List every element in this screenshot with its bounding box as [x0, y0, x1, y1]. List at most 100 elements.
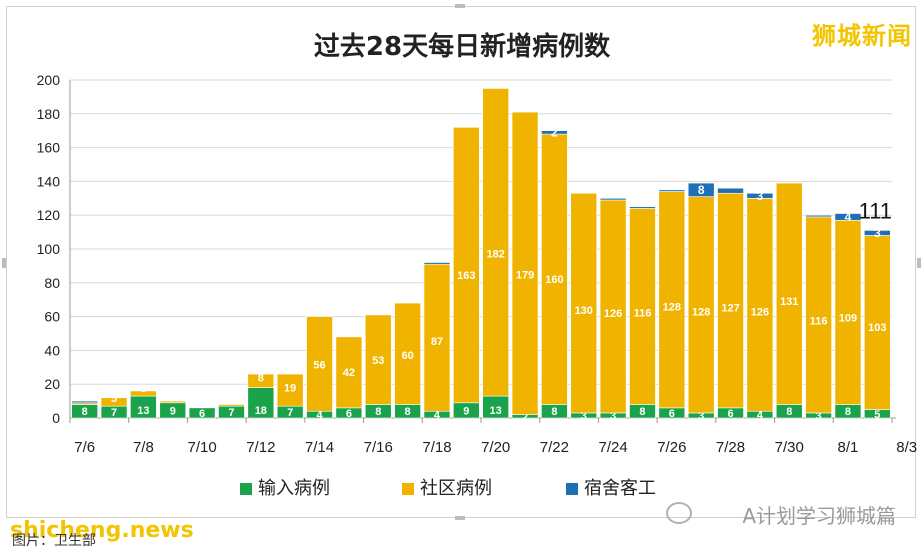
bar-segment-dormitory: [71, 400, 98, 404]
bar-segment-imported: [188, 407, 216, 419]
bar-segment-community: [482, 88, 509, 397]
x-tick-label: 8/1: [838, 439, 859, 456]
data-label: 9: [170, 405, 176, 417]
data-label: 2: [522, 411, 528, 423]
data-label: 56: [313, 360, 325, 372]
total-annotation: 111: [859, 198, 892, 223]
x-tick-label: 7/26: [657, 439, 686, 456]
data-label: 7: [287, 407, 293, 419]
data-label: 9: [463, 405, 469, 417]
y-tick-label: 140: [37, 173, 61, 189]
resize-handle-top[interactable]: [455, 4, 465, 8]
bar-segment-community: [834, 219, 862, 405]
data-label: 13: [490, 405, 502, 417]
resize-handle-bottom[interactable]: [455, 516, 465, 520]
x-tick-label: 7/12: [246, 439, 275, 456]
data-label: 8: [786, 406, 792, 418]
legend-swatch-community: [402, 483, 414, 495]
legend-label-dormitory: 宿舍客工: [584, 478, 656, 499]
data-label: 8: [258, 372, 264, 384]
data-label: 179: [516, 269, 534, 281]
site-watermark: shicheng.news: [10, 518, 194, 543]
data-label: 131: [780, 296, 798, 308]
x-tick-label: 7/10: [188, 439, 217, 456]
bar-segment-dormitory: [658, 189, 686, 192]
data-label: 6: [727, 408, 733, 420]
data-label: 7: [111, 407, 117, 419]
data-label: 3: [757, 189, 764, 203]
data-label: 3: [140, 383, 146, 395]
y-tick-label: 40: [44, 342, 60, 358]
x-tick-label: 7/20: [481, 439, 510, 456]
data-label: 5: [111, 393, 117, 405]
bar-segment-dormitory: [599, 198, 627, 201]
data-label: 4: [434, 410, 441, 422]
data-label: 116: [634, 307, 652, 319]
y-tick-label: 120: [37, 207, 61, 223]
bar-segment-dormitory: [687, 182, 715, 197]
legend-item-dormitory: 宿舍客工: [566, 474, 656, 500]
data-label: 6: [199, 408, 205, 420]
bar-segment-community: [629, 208, 656, 405]
bar-segment-dormitory: [541, 130, 568, 135]
wechat-icon: [666, 502, 692, 524]
data-label: 3: [610, 410, 616, 422]
bar-segment-imported: [247, 387, 275, 419]
data-label: 130: [575, 305, 593, 317]
data-label: 3: [581, 410, 587, 422]
data-label: 6: [346, 408, 352, 420]
data-label: 8: [82, 406, 88, 418]
data-label: 128: [692, 307, 710, 319]
bar-segment-community: [306, 316, 333, 412]
x-tick-label: 7/6: [74, 439, 95, 456]
data-label: 8: [551, 406, 557, 418]
bar-segment-community: [130, 390, 157, 397]
data-label: 87: [431, 336, 443, 348]
data-label: 160: [545, 274, 563, 286]
data-label: 18: [255, 405, 267, 417]
data-label: 4: [757, 410, 764, 422]
x-tick-label: 7/16: [364, 439, 393, 456]
data-label: 4: [316, 410, 323, 422]
bar-segment-dormitory: [834, 213, 862, 221]
x-tick-label: 7/24: [599, 439, 628, 456]
bar-segment-community: [394, 302, 421, 405]
data-label: 126: [604, 308, 622, 320]
data-label: 7: [228, 407, 234, 419]
legend-item-imported: 输入病例: [240, 474, 330, 500]
data-label: 8: [639, 406, 645, 418]
y-tick-label: 80: [44, 275, 60, 291]
account-watermark: A计划学习狮城篇: [742, 504, 896, 528]
data-label: 5: [874, 409, 880, 421]
data-label: 163: [457, 270, 475, 282]
data-label: 182: [486, 249, 504, 261]
data-label: 103: [868, 322, 886, 334]
data-label: 109: [839, 313, 857, 325]
legend-label-community: 社区病例: [420, 478, 492, 499]
legend-swatch-dormitory: [566, 483, 578, 495]
data-label: 42: [343, 367, 355, 379]
bar-segment-community: [775, 182, 803, 405]
y-tick-label: 20: [44, 376, 60, 392]
x-tick-label: 8/3: [896, 439, 917, 456]
bar-segment-community: [159, 400, 187, 404]
x-tick-label: 7/28: [716, 439, 745, 456]
bar-segment-dormitory: [717, 187, 744, 194]
y-tick-label: 160: [37, 140, 61, 156]
x-tick-label: 7/8: [133, 439, 154, 456]
bar-segment-community: [658, 191, 686, 409]
x-tick-label: 7/22: [540, 439, 569, 456]
data-label: 128: [663, 302, 681, 314]
resize-handle-left[interactable]: [2, 258, 6, 268]
data-label: 53: [372, 355, 384, 367]
data-label: 4: [845, 210, 852, 224]
resize-handle-right[interactable]: [917, 258, 921, 268]
bar-segment-community: [247, 373, 275, 388]
data-label: 8: [845, 406, 851, 418]
bar-segment-dormitory: [746, 192, 774, 199]
data-label: 13: [137, 405, 149, 417]
bar-segment-community: [599, 199, 627, 414]
bar-segment-dormitory: [629, 206, 656, 209]
bar-segment-community: [364, 314, 392, 405]
